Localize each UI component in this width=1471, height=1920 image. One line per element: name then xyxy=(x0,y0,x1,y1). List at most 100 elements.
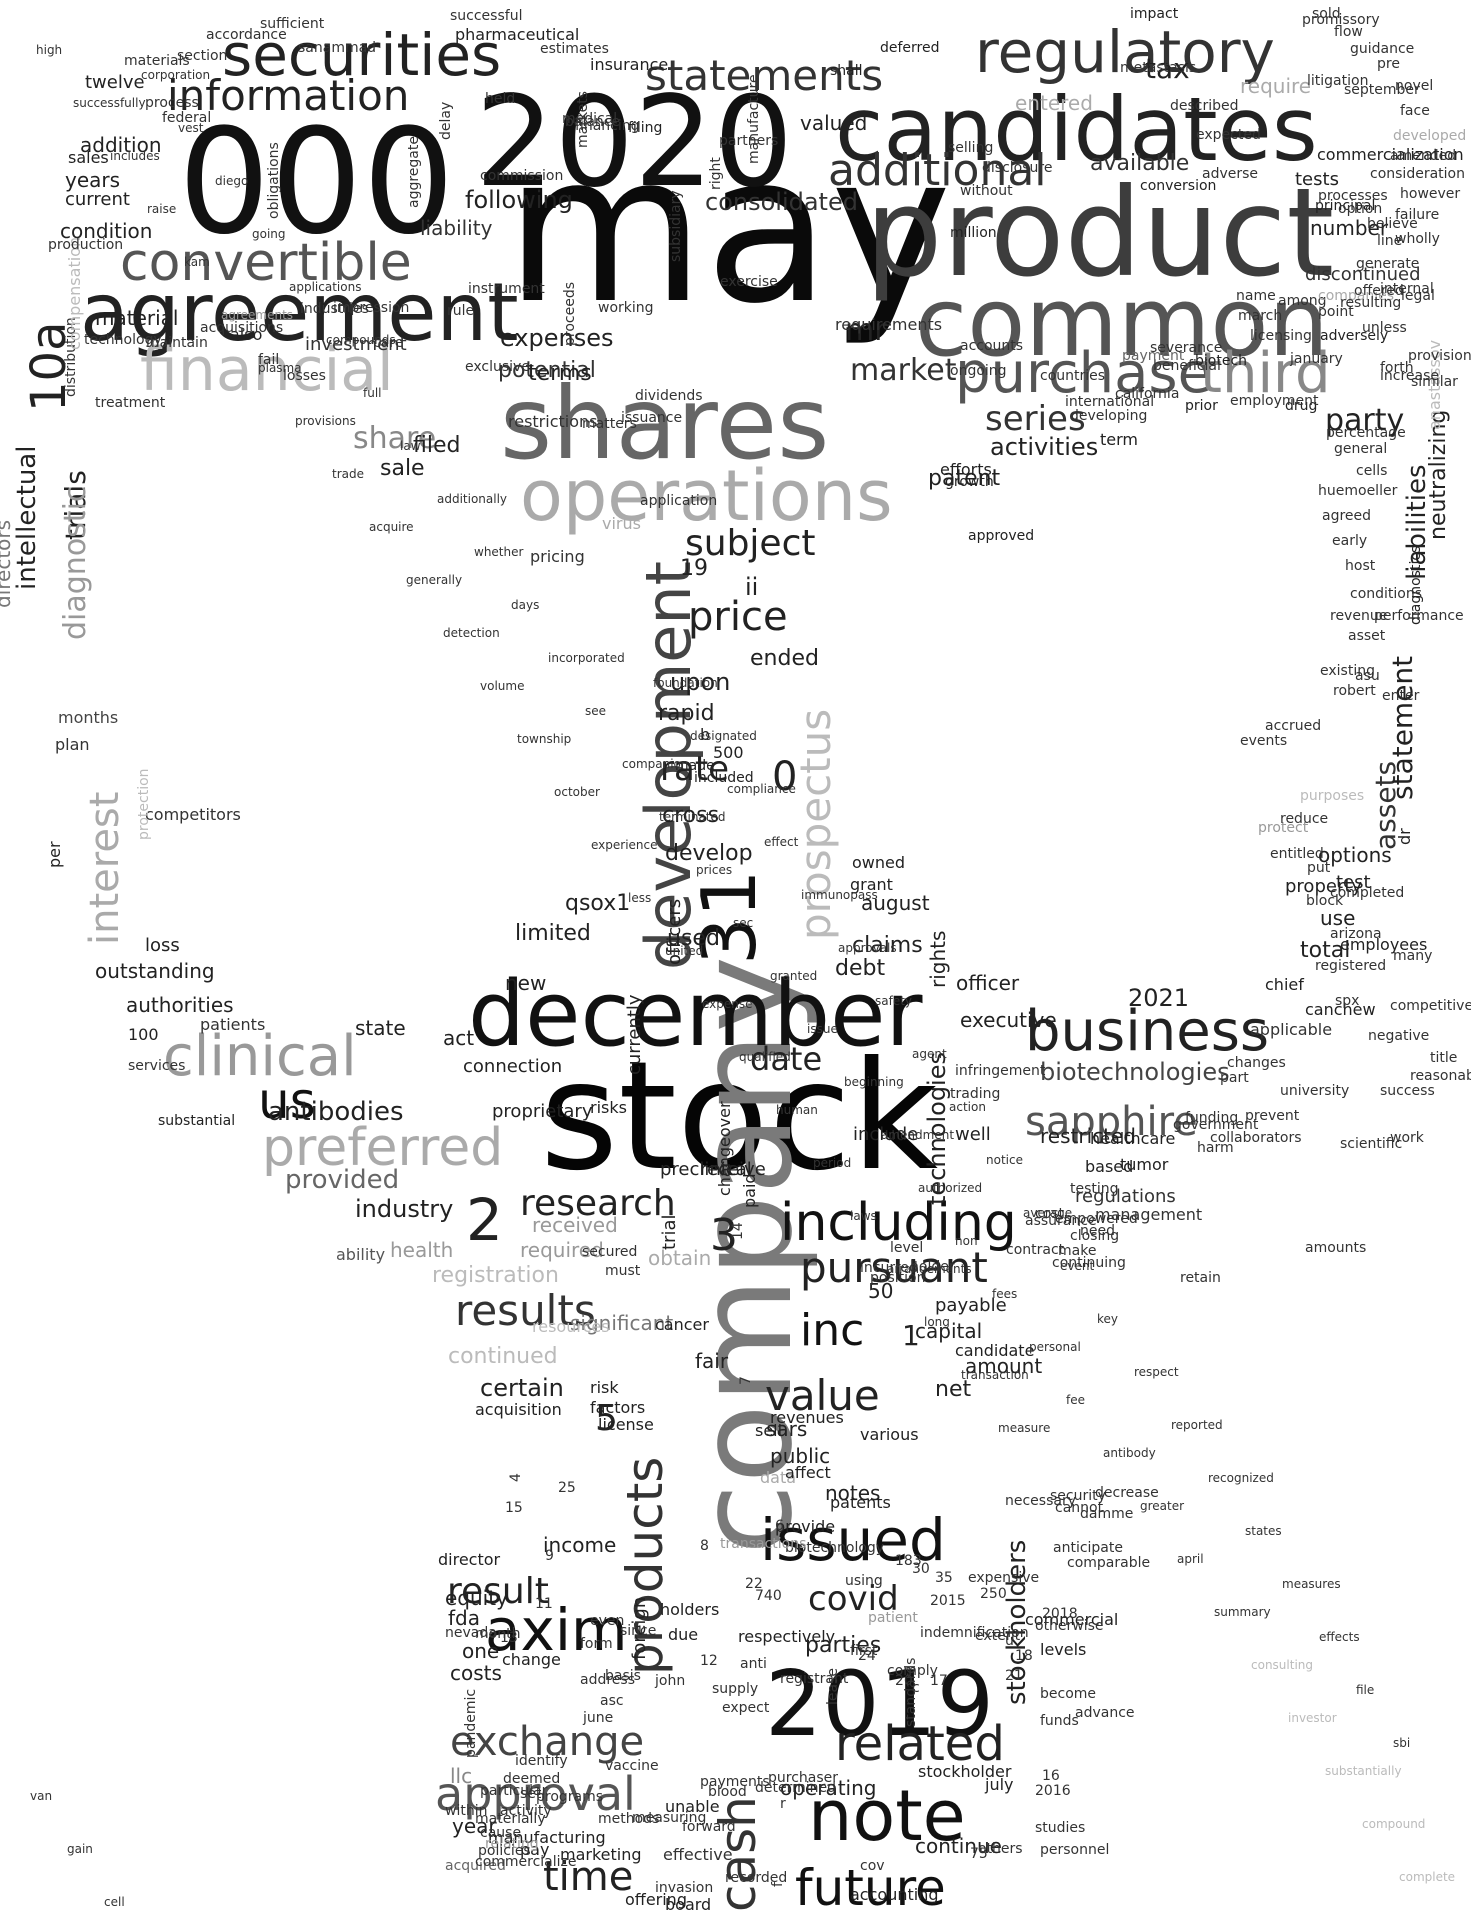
word-also-90: also xyxy=(230,325,262,344)
word-number-80: number xyxy=(1310,216,1389,240)
word-asc-422: asc xyxy=(600,1693,624,1709)
word-ended-96: ended xyxy=(750,646,819,671)
word-obligations-309: obligations xyxy=(266,142,282,219)
word-incorporated-544: incorporated xyxy=(548,651,625,665)
word-total-178: total xyxy=(1300,938,1350,963)
word-2015-404: 2015 xyxy=(930,1593,966,1609)
word-act-104: act xyxy=(443,1026,474,1050)
word-full-539: full xyxy=(363,386,382,400)
word-expenses-70: expenses xyxy=(500,324,614,352)
word-process-320: process xyxy=(145,95,199,111)
word-includes-570: includes xyxy=(110,149,160,163)
word-chief-192: chief xyxy=(1265,975,1304,994)
word-treatment-249: treatment xyxy=(95,395,166,411)
word-efforts-210: efforts xyxy=(940,460,992,479)
word-respectively-153: respectively xyxy=(738,1627,835,1646)
word-shall-199: shall xyxy=(830,63,863,79)
word-september-293: september xyxy=(1344,82,1420,98)
word-mr-93: mr xyxy=(845,313,887,348)
word-face-503: face xyxy=(1400,103,1430,119)
word-securities-12: securities xyxy=(222,21,501,89)
word-accordance-289: accordance xyxy=(206,27,287,43)
word-officer-174: officer xyxy=(956,971,1020,995)
word-condition-83: condition xyxy=(60,219,152,243)
word-closing-333: closing xyxy=(1070,1228,1119,1244)
word-supply-371: supply xyxy=(712,1681,758,1697)
word-drug-194: drug xyxy=(1285,398,1317,414)
word-intellectual-64: intellectual xyxy=(12,446,42,590)
word-month-369: month xyxy=(475,1626,520,1642)
word-going-536: going xyxy=(252,227,286,241)
word-see-545: see xyxy=(585,704,606,718)
word-part-342: part xyxy=(1220,1070,1249,1086)
word-event-520: event xyxy=(1060,1259,1094,1273)
word-point-484: point xyxy=(1318,304,1354,320)
word-certain-125: certain xyxy=(480,1374,564,1402)
word-matters-268: matters xyxy=(582,416,637,432)
word-17-393: 17 xyxy=(930,1673,948,1689)
word-amended-501: amended xyxy=(1390,148,1456,164)
word-balance-318: balance xyxy=(565,114,620,130)
word-transactions-435: transactions xyxy=(720,1536,806,1552)
word-payable-133: payable xyxy=(935,1295,1007,1316)
word-particular-367: particular xyxy=(480,1783,548,1799)
word-6-387: 6 xyxy=(775,1518,784,1534)
word-used-228: used xyxy=(667,926,720,951)
word-huemoeller-475: huemoeller xyxy=(1318,483,1398,499)
word-using-433: using xyxy=(845,1573,883,1589)
word-biotechnologies-60: biotechnologies xyxy=(1040,1058,1230,1086)
word-twelve-92: twelve xyxy=(85,72,145,93)
word-estimates-284: estimates xyxy=(540,41,609,57)
word-markets-317: markets xyxy=(575,91,591,148)
word-financial-14: financial xyxy=(140,335,394,405)
word-future-33: future xyxy=(795,1859,946,1917)
word-antibodies-59: antibodies xyxy=(268,1097,404,1127)
word-biotechnology-434: biotechnology xyxy=(785,1540,884,1556)
word-date-61: date xyxy=(750,1040,822,1078)
word-costs-149: costs xyxy=(450,1661,502,1685)
word-fail-273: fail xyxy=(258,352,279,368)
word-holder-324: holder xyxy=(910,1259,955,1275)
word-cash-32: cash xyxy=(709,1796,767,1912)
word-testing-443: testing xyxy=(1070,1181,1119,1197)
word-long-592: long xyxy=(924,1315,950,1329)
word-basis-424: basis xyxy=(605,1668,641,1684)
word-terms-74: terms xyxy=(528,361,592,386)
word-industries-304: industries xyxy=(300,301,369,317)
word-company-2: company xyxy=(669,956,821,1555)
word-18-395: 18 xyxy=(1015,1648,1033,1664)
word-ii-94: ii xyxy=(745,573,758,601)
word-product-3: product xyxy=(865,162,1334,304)
word-pay-159: pay xyxy=(520,1840,549,1859)
word-measuring-417: measuring xyxy=(632,1810,706,1826)
word-need-330: need xyxy=(1080,1223,1115,1239)
word-personnel-356: personnel xyxy=(1040,1842,1109,1858)
word-agreed-474: agreed xyxy=(1322,508,1371,524)
word-security-346: security xyxy=(1050,1488,1106,1504)
word-may-0: may xyxy=(505,111,952,349)
word-operating-161: operating xyxy=(780,1776,876,1800)
word-instrument-301: instrument xyxy=(468,281,545,297)
word-significant-127: significant xyxy=(570,1311,673,1335)
word-determined-374: determined xyxy=(755,1780,836,1796)
word-adverse-298: adverse xyxy=(1202,166,1258,182)
word-within-411: within xyxy=(445,1803,487,1819)
word-received-123: received xyxy=(532,1213,618,1237)
word-available-69: available xyxy=(1090,151,1189,176)
word-april-561: april xyxy=(1177,1552,1204,1566)
word-dividends-255: dividends xyxy=(635,388,703,404)
word-volume-580: volume xyxy=(480,679,524,693)
word-cov-359: cov xyxy=(860,1858,885,1874)
word-cross-99: cross xyxy=(662,803,719,828)
word-deferred-200: deferred xyxy=(880,40,940,56)
word-performance-470: performance xyxy=(1374,608,1464,624)
word-required-122: required xyxy=(520,1238,604,1262)
word-raise-571: raise xyxy=(147,202,176,216)
word-anticipate-437: anticipate xyxy=(1053,1540,1123,1556)
word-fair-131: fair xyxy=(695,1349,729,1373)
word-industry-118: industry xyxy=(355,1195,453,1223)
word-commission-281: commission xyxy=(480,168,563,184)
word-consideration-500: consideration xyxy=(1370,166,1465,182)
word-without-278: without xyxy=(960,183,1013,199)
word-extent-431: extent xyxy=(975,1628,1021,1644)
